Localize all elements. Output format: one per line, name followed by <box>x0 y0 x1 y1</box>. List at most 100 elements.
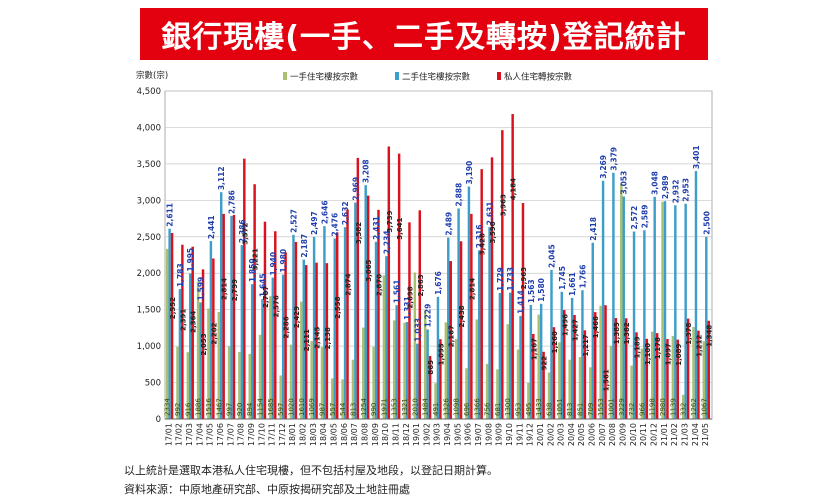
bar-s1 <box>310 341 313 419</box>
data-label-s1: 1516 <box>205 398 213 416</box>
data-label-s2: 2,489 <box>444 212 453 236</box>
data-label-s3: 2,391 <box>179 309 187 331</box>
data-label-s3: 2,167 <box>448 325 456 347</box>
y-tick-label: 2,500 <box>137 233 161 243</box>
bar-s1 <box>465 368 468 419</box>
legend-label: 二手住宅樓按宗數 <box>402 72 471 83</box>
x-tick-label: 17/06 <box>216 423 225 446</box>
data-label-s2: 2,441 <box>207 215 216 239</box>
x-tick-label: 20/04 <box>567 423 576 446</box>
data-label-s2: 1,783 <box>176 263 185 287</box>
legend-swatch <box>497 72 501 80</box>
x-tick-label: 20/12 <box>649 423 658 446</box>
data-label-s3: 3,590 <box>489 221 497 243</box>
data-label-s1: 709 <box>587 403 595 416</box>
data-label-s1: 1069 <box>308 398 316 416</box>
bar-s3 <box>253 184 256 419</box>
data-label-s2: 2,932 <box>671 180 680 204</box>
title-banner: 銀行現樓(一手、二手及轉按)登記統計 <box>140 8 708 60</box>
data-label-s1: 813 <box>566 403 574 416</box>
bar-s2 <box>189 273 192 419</box>
data-label-s3: 3,963 <box>499 194 507 216</box>
bar-s1 <box>403 322 406 419</box>
data-label-s2: 2,187 <box>300 234 309 258</box>
bar-s3 <box>563 309 566 419</box>
bar-s2 <box>426 329 429 419</box>
data-label-s1: 1020 <box>288 398 296 416</box>
x-tick-label: 17/04 <box>195 423 204 446</box>
data-label-s2: 2,989 <box>661 175 670 199</box>
bar-s1 <box>620 183 623 419</box>
x-tick-label: 20/06 <box>588 423 597 446</box>
data-label-s2: 2,386 <box>238 219 247 243</box>
x-tick-label: 18/08 <box>360 423 369 446</box>
x-tick-label: 20/11 <box>639 423 648 446</box>
bar-s2 <box>354 202 357 419</box>
data-label-s2: 3,048 <box>651 171 660 195</box>
data-label-s3: 3,739 <box>386 210 394 232</box>
bar-s2 <box>343 227 347 419</box>
bar-s3 <box>542 351 545 419</box>
bar-s2 <box>601 180 605 419</box>
data-label-s1: 681 <box>494 403 502 416</box>
x-tick-label: 20/03 <box>557 423 566 446</box>
bar-s3 <box>676 339 680 419</box>
bar-s2 <box>364 185 367 419</box>
data-label-s2: 1,229 <box>424 304 433 328</box>
bar-s2 <box>323 226 326 419</box>
bar-s2 <box>467 186 471 419</box>
data-label-s1: 953 <box>515 403 523 416</box>
bar-s3 <box>428 355 432 419</box>
data-label-s2: 3,190 <box>465 161 474 185</box>
data-label-s1: 495 <box>525 403 533 416</box>
data-label-s1: 966 <box>638 402 646 416</box>
data-label-s2: 2,632 <box>341 201 350 225</box>
bar-s3 <box>439 339 442 419</box>
data-label-s2: 2,631 <box>486 201 495 225</box>
data-label-s3: 2,558 <box>334 296 342 318</box>
data-label-s2: 2,646 <box>320 200 329 224</box>
x-tick-label: 21/03 <box>680 423 689 446</box>
bar-s1 <box>269 296 272 419</box>
data-label-s1: 2980 <box>659 398 667 416</box>
bar-s3 <box>201 269 205 419</box>
data-label-s2: 2,418 <box>589 217 598 241</box>
data-label-s2: 1,580 <box>537 278 546 302</box>
data-label-s2: 2,497 <box>310 211 319 235</box>
x-tick-label: 17/10 <box>257 423 266 446</box>
data-label-s1: 1467 <box>215 398 223 416</box>
x-tick-label: 20/10 <box>629 423 638 446</box>
x-tick-label: 17/01 <box>164 423 173 446</box>
data-label-s2: 3,208 <box>362 159 371 183</box>
bar-s2 <box>302 259 306 419</box>
x-tick-label: 18/05 <box>330 423 339 446</box>
data-label-s1: 851 <box>576 403 584 416</box>
data-label-s3: 2,286 <box>283 316 291 338</box>
data-label-s1: 557 <box>329 403 337 416</box>
data-label-s1: 1051 <box>556 398 564 416</box>
bar-s2 <box>219 192 223 419</box>
data-label-s2: 1,414 <box>517 290 526 314</box>
data-label-s3: 1,348 <box>706 325 714 347</box>
bar-s1 <box>599 305 602 419</box>
bar-s3 <box>325 263 329 419</box>
data-label-s3: 1,427 <box>572 319 580 341</box>
x-tick-label: 19/05 <box>453 423 462 446</box>
data-label-s3: 3,572 <box>241 223 249 245</box>
data-label-s2: 3,112 <box>217 166 226 190</box>
bar-s1 <box>527 382 530 419</box>
bar-s3 <box>573 314 576 419</box>
bar-s2 <box>622 196 625 419</box>
x-tick-label: 18/04 <box>319 423 328 446</box>
bar-s3 <box>274 231 277 419</box>
data-label-s2: 2,527 <box>289 209 298 233</box>
data-label-s2: 1,563 <box>527 279 536 303</box>
data-label-s1: 1610 <box>298 398 306 416</box>
bar-s1 <box>558 342 561 419</box>
bar-s1 <box>258 334 262 419</box>
data-label-s1: 3229 <box>618 398 626 416</box>
bar-s3 <box>635 332 638 419</box>
data-label-s1: 1098 <box>453 398 461 416</box>
chart-title: 銀行現樓(一手、二手及轉按)登記統計 <box>161 20 687 55</box>
data-label-s2: 1,850 <box>248 258 257 282</box>
